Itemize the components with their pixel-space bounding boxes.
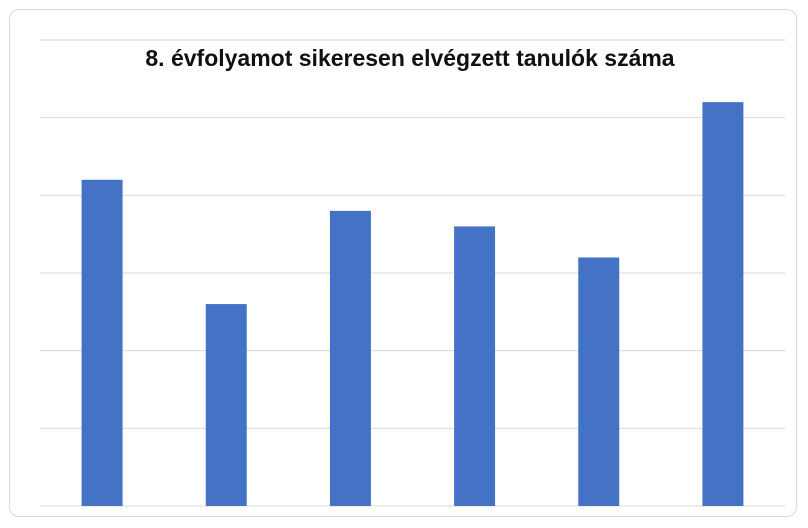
bar	[578, 257, 620, 506]
chart-title: 8. évfolyamot sikeresen elvégzett tanuló…	[145, 45, 675, 71]
chart-card	[9, 9, 797, 517]
bar	[81, 179, 123, 507]
bar	[329, 210, 371, 506]
bar	[454, 226, 496, 506]
bar	[205, 304, 247, 506]
bar	[702, 102, 744, 506]
